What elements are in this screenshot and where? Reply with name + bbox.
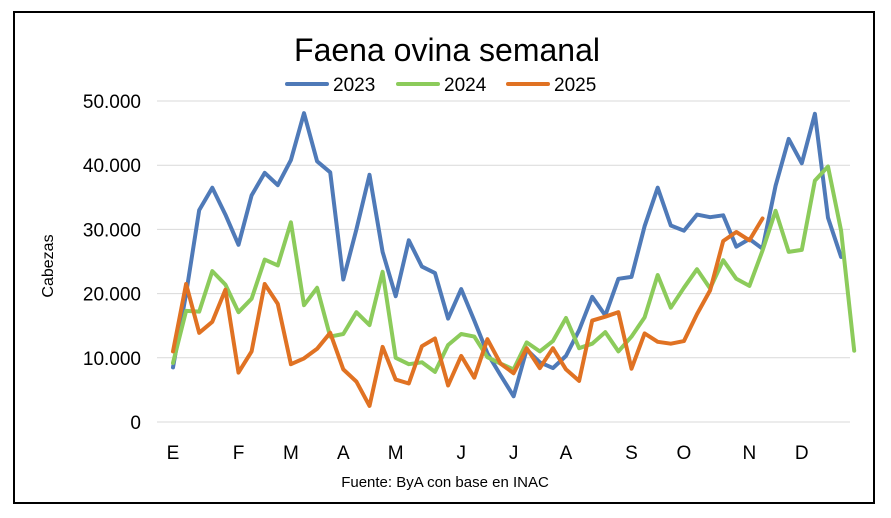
x-tick-label: A: [560, 443, 573, 464]
x-tick-label: J: [509, 443, 518, 464]
series-line-2023: [171, 111, 844, 399]
legend-label-2023: 2023: [333, 75, 375, 96]
chart-title: Faena ovina semanal: [294, 32, 600, 68]
x-tick-label: A: [337, 443, 350, 464]
y-tick-label: 40.000: [83, 156, 141, 177]
y-tick-label: 50.000: [83, 92, 141, 113]
y-tick-label: 10.000: [83, 349, 141, 370]
series-line-2024: [171, 164, 857, 374]
x-tick-label: M: [388, 443, 404, 464]
series-lines: [171, 111, 857, 408]
x-tick-label: N: [743, 443, 757, 464]
source-note: Fuente: ByA con base en INAC: [341, 474, 549, 491]
legend-label-2025: 2025: [554, 75, 596, 96]
y-tick-label: 30.000: [83, 220, 141, 241]
x-tick-label: E: [167, 443, 180, 464]
y-axis-label: Cabezas: [40, 234, 57, 297]
y-tick-label: 0: [130, 413, 141, 434]
x-tick-label: O: [677, 443, 692, 464]
x-tick-label: M: [283, 443, 299, 464]
x-tick-label: J: [456, 443, 466, 464]
legend: 2023 2024 2025: [285, 75, 596, 96]
gridlines: [157, 100, 850, 423]
chart-frame: Faena ovina semanal 2023 2024 2025 0 10.000…: [13, 11, 875, 504]
legend-label-2024: 2024: [444, 75, 487, 96]
series-line-2025: [171, 216, 765, 408]
x-tick-label: F: [233, 443, 245, 464]
y-tick-label: 20.000: [83, 285, 141, 306]
line-chart: Faena ovina semanal 2023 2024 2025 0 10.000…: [40, 32, 857, 491]
x-tick-label: S: [625, 443, 638, 464]
y-axis-ticks: 0 10.000 20.000 30.000 40.000 50.000: [83, 92, 141, 434]
x-tick-label: D: [795, 443, 809, 464]
